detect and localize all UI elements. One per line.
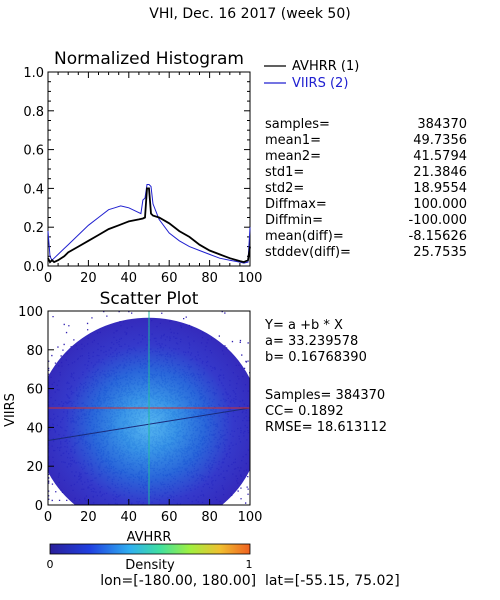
fit-equation: Y= a +b * X [265, 318, 343, 333]
x-tick-label: 100 [238, 271, 263, 286]
colorbar-label: Density [125, 558, 175, 573]
y-tick-label: 0.2 [23, 221, 44, 236]
y-tick-label: 20 [26, 460, 43, 475]
stat-label: stddev(diff)= [265, 245, 351, 260]
y-tick-label: 0.4 [23, 182, 44, 197]
stat-value: 21.3846 [413, 165, 467, 180]
y-tick-label: 0.8 [23, 105, 44, 120]
stat-label: mean(diff)= [265, 229, 344, 244]
scatter-xlabel: AVHRR [127, 530, 172, 545]
y-tick-label: 80 [26, 344, 43, 359]
footer-lat: lat=[-55.15, 75.02] [265, 573, 400, 589]
density-field [48, 311, 250, 505]
stat-label: Diffmax= [265, 197, 327, 212]
colorbar-min-label: 0 [47, 558, 54, 571]
scatter-frame [47, 310, 251, 506]
legend-label-viirs: VIIRS (2) [292, 76, 348, 91]
scatter-title: Scatter Plot [100, 289, 199, 309]
histogram-line-viirs [47, 184, 251, 264]
fit-cc: CC= 0.1892 [265, 404, 344, 419]
x-tick-label: 20 [80, 271, 97, 286]
x-tick-label: 60 [161, 510, 178, 525]
x-tick-label: 40 [121, 510, 138, 525]
y-tick-label: 60 [26, 383, 43, 398]
stat-value: 41.5794 [413, 149, 467, 164]
x-tick-label: 60 [161, 271, 178, 286]
y-tick-label: 100 [18, 305, 43, 320]
stat-value: 18.9554 [413, 181, 467, 196]
fit-b: b= 0.16768390 [265, 350, 367, 365]
stat-label: samples= [265, 117, 330, 132]
legend-label-avhrr: AVHRR (1) [292, 59, 359, 74]
colorbar-max-label: 1 [246, 558, 253, 571]
y-tick-label: 0.0 [23, 260, 44, 275]
scatter-ylabel: VIIRS [3, 393, 18, 427]
x-tick-label: 40 [121, 271, 138, 286]
chart-title: VHI, Dec. 16 2017 (week 50) [149, 6, 351, 22]
stat-label: std1= [265, 165, 305, 180]
x-tick-label: 20 [80, 510, 97, 525]
stat-value: 100.000 [413, 197, 467, 212]
x-tick-label: 100 [238, 510, 263, 525]
stat-value: 384370 [417, 117, 467, 132]
histogram-line-avhrr [47, 187, 251, 264]
fit-a: a= 33.239578 [265, 334, 359, 349]
fit-rmse: RMSE= 18.613112 [265, 420, 388, 435]
stat-label: Diffmin= [265, 213, 323, 228]
y-tick-label: 0 [35, 499, 43, 514]
stat-value: 25.7535 [413, 245, 467, 260]
y-tick-label: 0.6 [23, 144, 44, 159]
x-tick-label: 0 [44, 510, 52, 525]
stat-label: mean1= [265, 133, 322, 148]
x-tick-label: 80 [201, 510, 218, 525]
stat-value: -100.000 [408, 213, 467, 228]
y-tick-label: 1.0 [23, 66, 44, 81]
histogram-chart: Normalized Histogram 0 20 40 60 80 100 0.0 0.2 0… [23, 49, 263, 286]
x-tick-label: 0 [44, 271, 52, 286]
stat-label: mean2= [265, 149, 322, 164]
histogram-title: Normalized Histogram [54, 49, 244, 69]
colorbar [49, 543, 251, 555]
stat-label: std2= [265, 181, 305, 196]
stat-value: 49.7356 [413, 133, 467, 148]
histogram-legend: AVHRR (1) VIIRS (2) [264, 59, 359, 91]
y-tick-label: 40 [26, 421, 43, 436]
stat-value: -8.15626 [408, 229, 467, 244]
x-tick-label: 80 [201, 271, 218, 286]
footer-lon: lon=[-180.00, 180.00] [100, 573, 257, 589]
footer-extent: lon=[-180.00, 180.00] lat=[-55.15, 75.02… [0, 573, 500, 589]
fit-samples: Samples= 384370 [265, 388, 386, 403]
